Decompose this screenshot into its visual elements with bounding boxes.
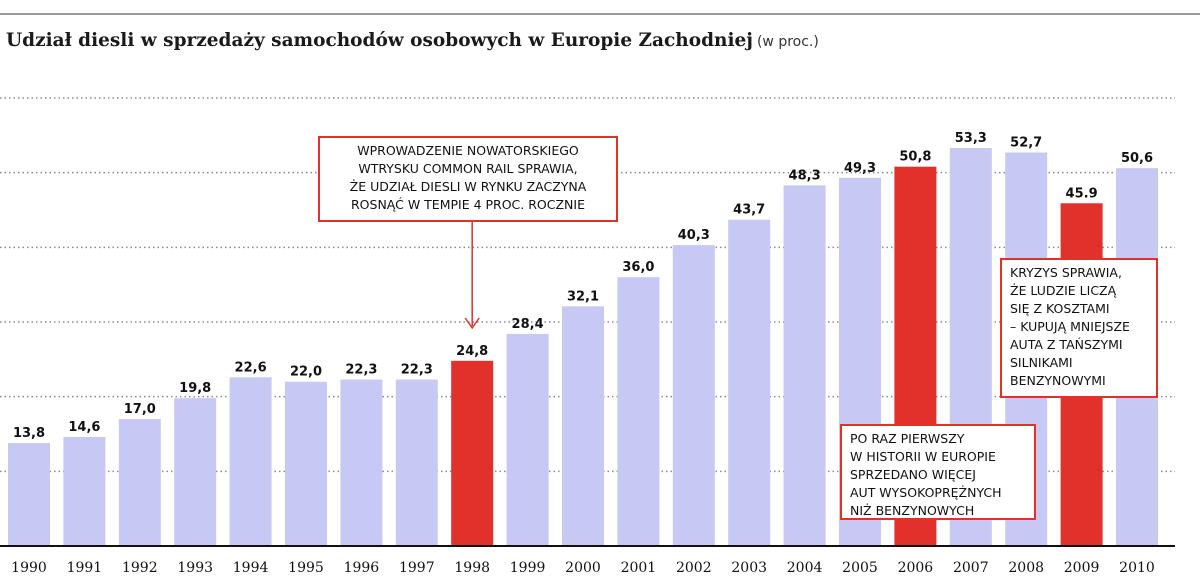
x-tick-label: 2004 (787, 560, 823, 576)
x-tick-label: 2010 (1119, 560, 1155, 576)
x-axis: 1990 1991 1992 1993 1994 1995 1996 1997 1998 1999… (0, 545, 1175, 576)
data-label: 32,1 (567, 289, 599, 304)
x-tick-label: 1997 (399, 560, 435, 576)
data-label: 13,8 (13, 426, 45, 441)
data-label: 48,3 (789, 168, 821, 183)
data-label: 40,3 (678, 228, 710, 243)
x-tick-label: 2009 (1064, 560, 1100, 576)
annotation-2006: PO RAZ PIERWSZY W HISTORII W EUROPIE SPR… (840, 424, 1036, 520)
bar (728, 219, 771, 546)
x-tick-label: 2008 (1008, 560, 1044, 576)
bar (174, 398, 217, 546)
x-tick-label: 2003 (731, 560, 767, 576)
data-label: 22,0 (290, 365, 322, 380)
bar (229, 377, 272, 546)
data-label: 53,3 (955, 131, 987, 146)
bar (395, 379, 438, 546)
pointer-2006 (912, 412, 936, 426)
x-tick-label: 1991 (67, 560, 103, 576)
data-label: 28,4 (512, 317, 544, 332)
data-label: 19,8 (179, 381, 211, 396)
bar (285, 381, 327, 546)
data-label: 50,8 (899, 150, 931, 165)
annotation-pointers (464, 222, 1098, 426)
data-label: 22,6 (235, 360, 267, 375)
x-tick-label: 2000 (565, 560, 601, 576)
data-label: 49,3 (844, 161, 876, 176)
x-tick-label: 1990 (11, 560, 47, 576)
bar (672, 245, 715, 547)
x-tick-label: 1992 (122, 560, 158, 576)
x-tick-label: 1993 (177, 560, 213, 576)
annotation-2009: KRYZYS SPRAWIA, ŻE LUDZIE LICZĄ SIĘ Z KO… (1000, 258, 1158, 398)
x-tick-label: 1998 (454, 560, 490, 576)
data-label: 17,0 (124, 402, 156, 417)
data-label: 50,6 (1121, 151, 1153, 166)
bar (63, 436, 106, 546)
data-label: 52,7 (1010, 136, 1042, 151)
bar (506, 333, 549, 546)
data-label: 24,8 (456, 344, 488, 359)
bar (451, 360, 494, 546)
data-label: 14,6 (68, 420, 100, 435)
top-rule (0, 13, 1200, 15)
annotation-1998: WPROWADZENIE NOWATORSKIEGO WTRYSKU COMMO… (318, 136, 618, 222)
data-label: 45.9 (1066, 186, 1098, 201)
x-tick-label: 2007 (953, 560, 989, 576)
bar (617, 277, 660, 546)
x-tick-label: 1996 (344, 560, 380, 576)
arrow-1998-head (464, 317, 480, 330)
bar (8, 442, 50, 546)
chart-title: Udział diesli w sprzedaży samochodów oso… (6, 30, 819, 51)
x-tick-label: 1999 (510, 560, 546, 576)
pointer-2009 (1074, 246, 1098, 260)
data-label: 22,3 (345, 362, 377, 377)
chart-unit: (w proc.) (756, 34, 819, 50)
bar (118, 419, 161, 546)
data-label: 36,0 (622, 260, 654, 275)
x-tick-label: 2006 (898, 560, 934, 576)
bar (783, 185, 826, 547)
x-tick-label: 1994 (233, 560, 269, 576)
x-tick-label: 2002 (676, 560, 712, 576)
x-tick-label: 2001 (621, 560, 657, 576)
data-label: 22,3 (401, 362, 433, 377)
bar (562, 306, 604, 546)
x-tick-label: 2005 (842, 560, 878, 576)
x-tick-label: 1995 (288, 560, 324, 576)
bar (340, 379, 383, 546)
chart-title-text: Udział diesli w sprzedaży samochodów oso… (6, 30, 753, 51)
data-label: 43,7 (733, 203, 765, 218)
